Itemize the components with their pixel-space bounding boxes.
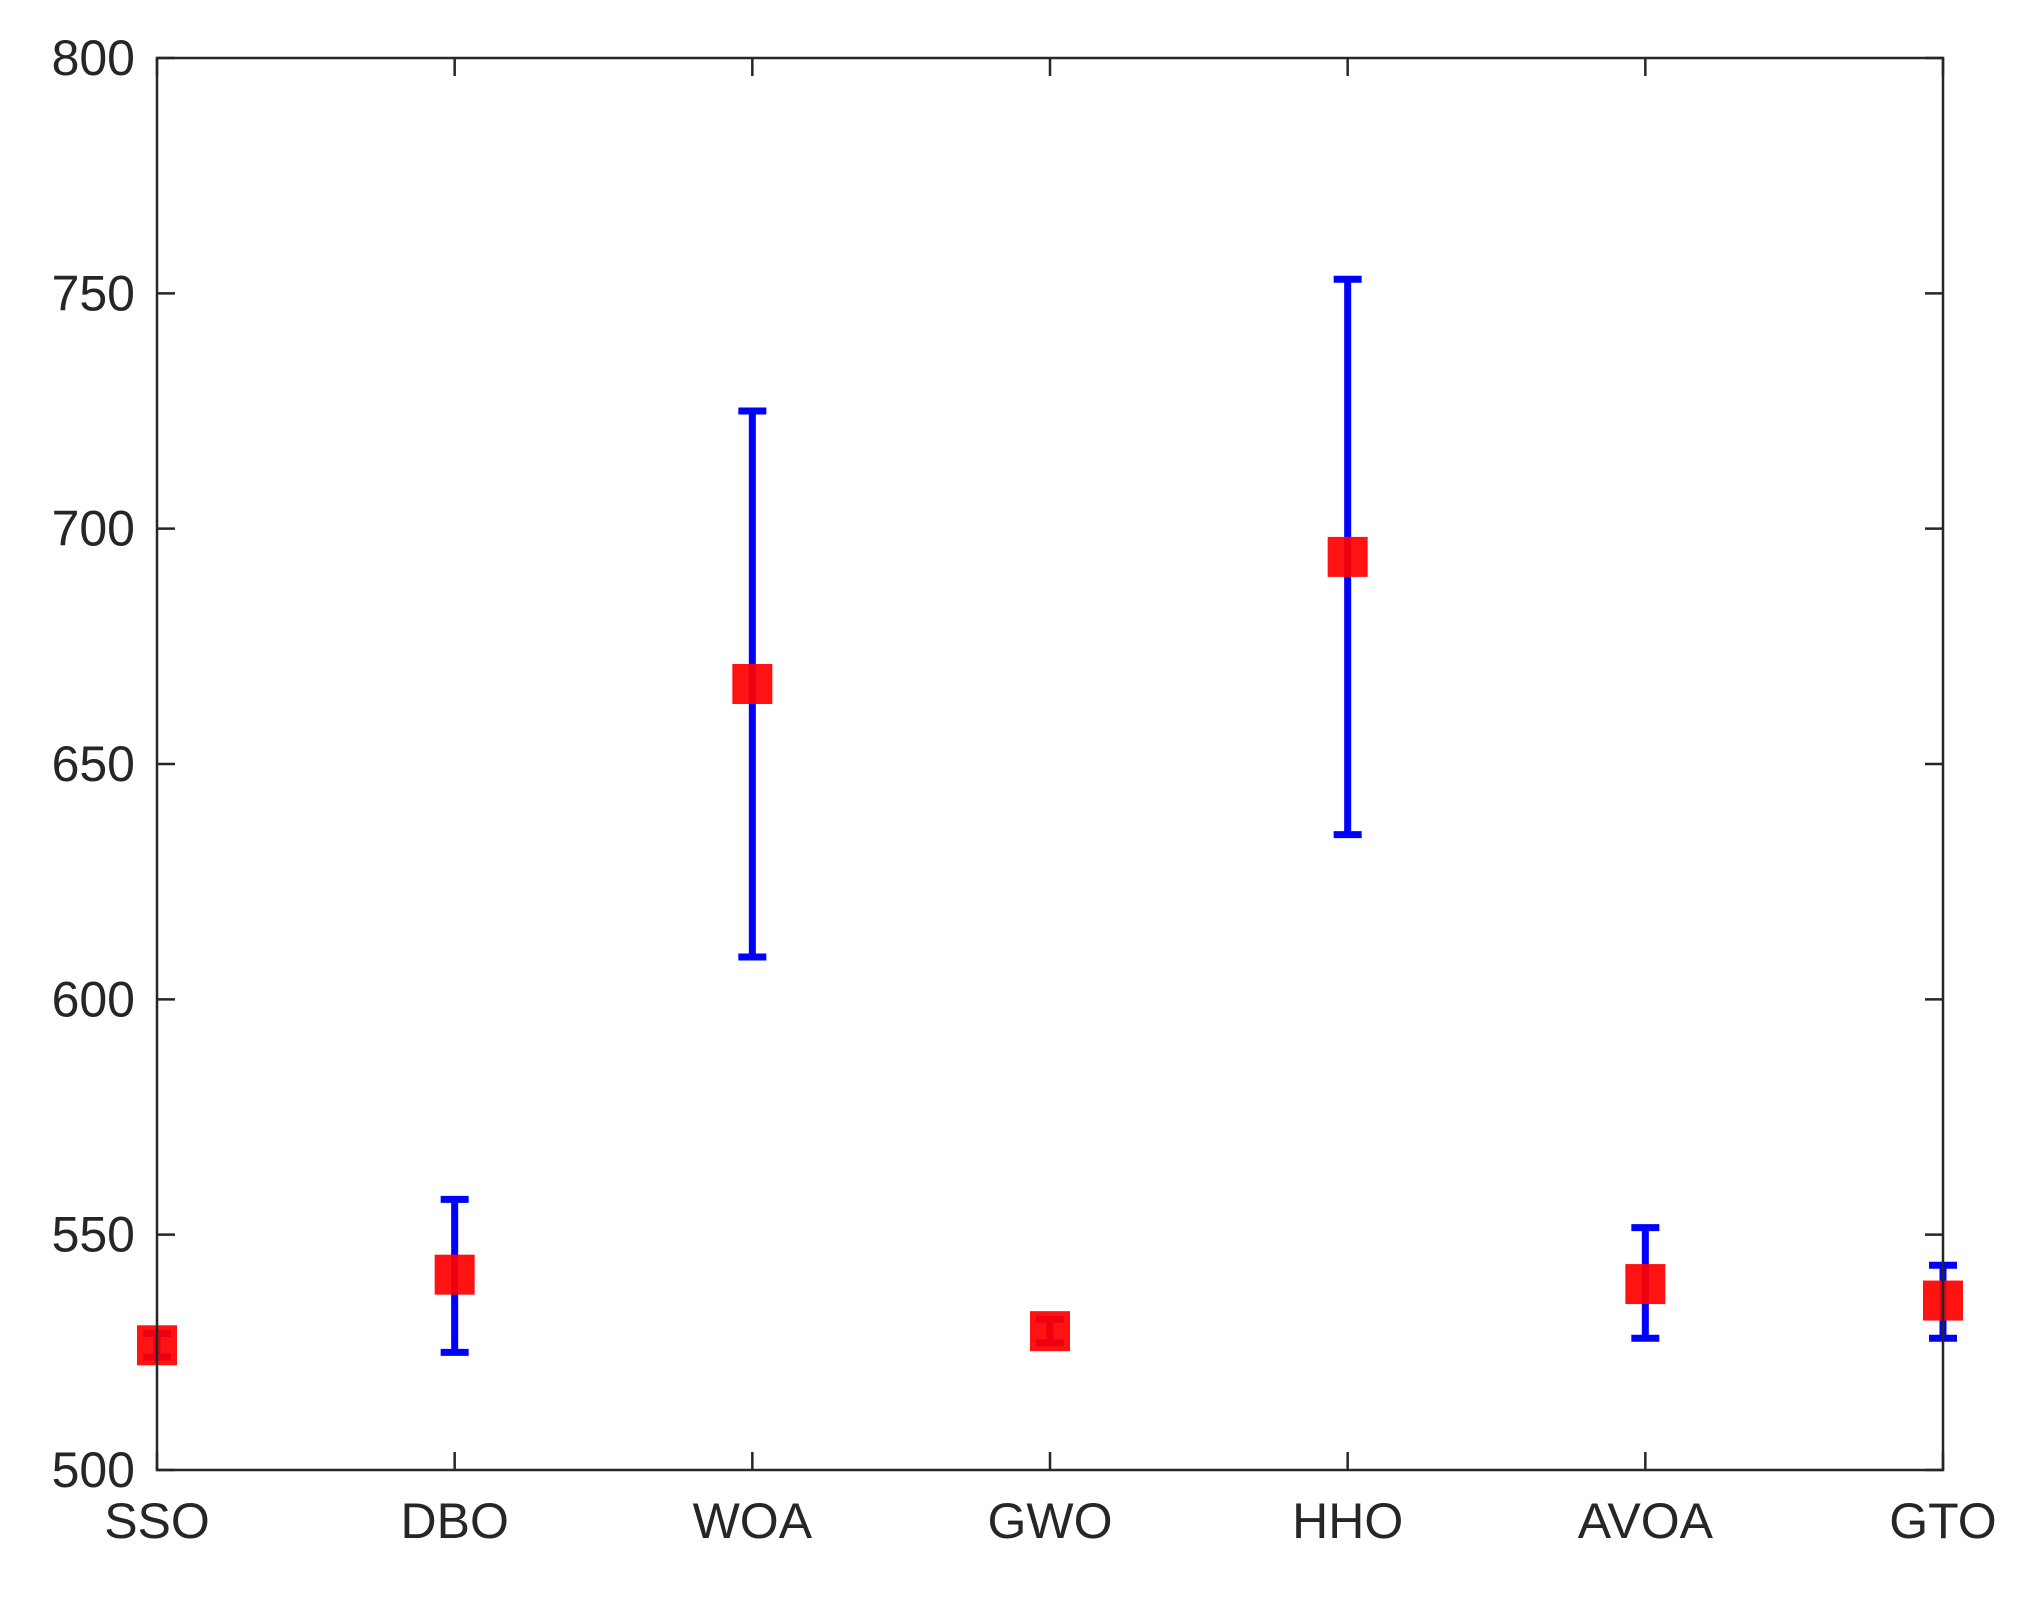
error-bars [143,275,1957,1361]
x-tick-label-hho: HHO [1292,1493,1403,1549]
x-tick-label-gto: GTO [1889,1493,1996,1549]
mean-markers [137,536,1963,1366]
plot-area-frame [155,56,1945,1472]
axis-ticks [155,56,1945,1472]
y-tick-label: 800 [52,30,135,86]
mean-marker-avoa [1625,1264,1666,1305]
mean-marker-gwo [1030,1311,1070,1352]
y-tick-label: 650 [52,736,135,792]
x-tick-label-dbo: DBO [400,1493,508,1549]
y-tick-labels: 500 550 600 650 700 750 800 [52,30,135,1498]
x-tick-label-woa: WOA [693,1493,813,1549]
y-tick-label: 550 [52,1207,135,1263]
mean-marker-dbo [434,1254,475,1295]
mean-marker-woa [732,663,773,704]
y-tick-label: 700 [52,501,135,557]
x-tick-label-sso: SSO [104,1493,210,1549]
x-tick-labels: SSO DBO WOA GWO HHO AVOA GTO [104,1493,1997,1549]
y-tick-label: 500 [52,1442,135,1498]
y-tick-label: 750 [52,265,135,321]
y-tick-label: 600 [52,971,135,1027]
x-tick-label-avoa: AVOA [1578,1493,1714,1549]
mean-marker-hho [1327,536,1368,577]
x-tick-label-gwo: GWO [988,1493,1113,1549]
